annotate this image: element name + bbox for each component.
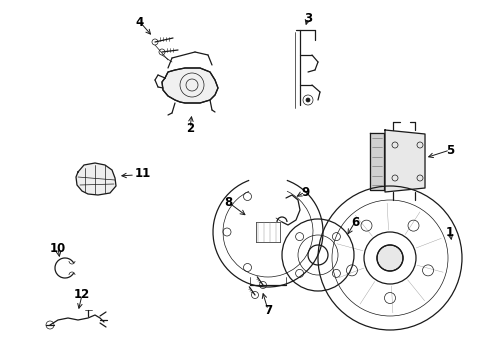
Text: 8: 8 — [224, 195, 232, 208]
Circle shape — [306, 98, 310, 102]
Text: 5: 5 — [446, 144, 454, 157]
Text: 10: 10 — [50, 242, 66, 255]
Polygon shape — [162, 68, 218, 103]
Polygon shape — [76, 163, 116, 195]
Polygon shape — [370, 133, 384, 190]
Text: 6: 6 — [351, 216, 359, 229]
Text: 2: 2 — [186, 122, 194, 135]
Text: 12: 12 — [74, 288, 90, 302]
Circle shape — [377, 245, 403, 271]
Polygon shape — [385, 130, 425, 192]
Text: 11: 11 — [135, 166, 151, 180]
Text: 1: 1 — [446, 225, 454, 239]
Text: 4: 4 — [136, 15, 144, 28]
Text: 7: 7 — [264, 303, 272, 316]
Text: 3: 3 — [304, 12, 312, 24]
Text: 9: 9 — [301, 185, 309, 198]
